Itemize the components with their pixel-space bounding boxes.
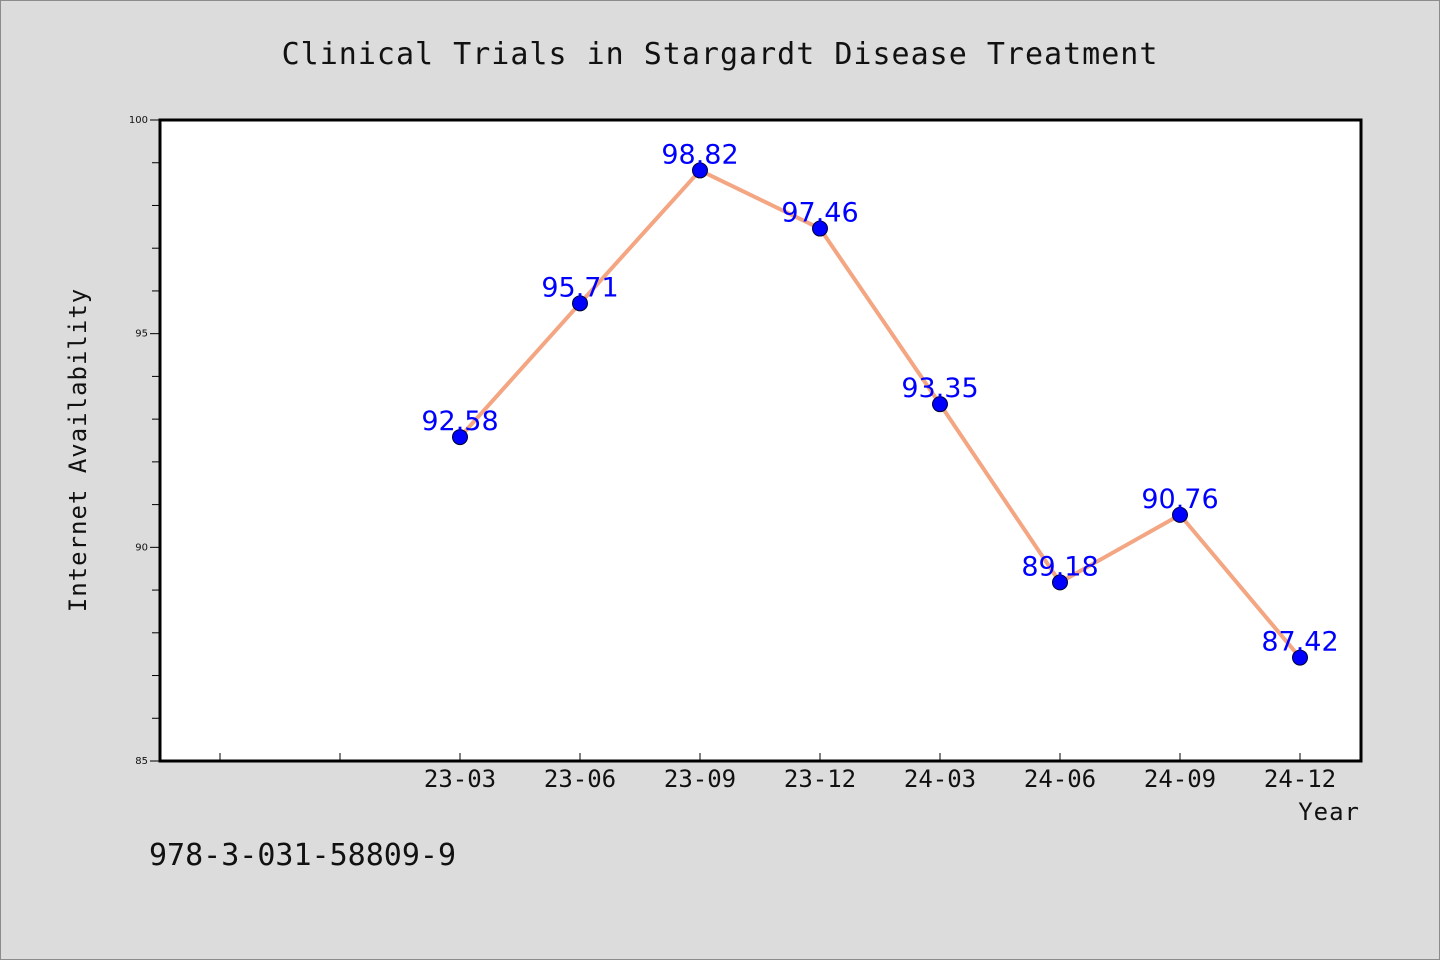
data-point (452, 429, 468, 446)
plot-area (158, 118, 1363, 763)
data-label: 97.46 (781, 198, 858, 229)
x-tick-label: 24-06 (1024, 765, 1096, 793)
data-label: 93.35 (901, 373, 978, 404)
data-label: 90.76 (1141, 484, 1218, 515)
data-label: 87.42 (1261, 627, 1338, 658)
series-layer: 92.58 95.71 98.82 97.46 93.35 89.18 90.76 87.42 (421, 139, 1339, 666)
x-tick-label: 23-06 (544, 765, 616, 793)
y-axis-label: Internet Availability (64, 288, 92, 612)
y-axis: 85 90 95 100 (129, 115, 160, 767)
x-tick-label: 23-03 (424, 765, 496, 793)
x-tick-label: 24-09 (1144, 765, 1216, 793)
x-tick-label: 23-09 (664, 765, 736, 793)
y-tick-label: 85 (135, 756, 148, 767)
data-label: 95.71 (541, 272, 618, 303)
y-tick-label: 95 (135, 329, 148, 340)
x-tick-label: 24-12 (1264, 765, 1336, 793)
x-tick-label: 23-12 (784, 765, 856, 793)
x-axis: 23-03 23-06 23-09 23-12 24-03 24-06 24-09 24-12 (219, 753, 1336, 793)
data-label: 92.58 (421, 406, 498, 437)
data-point (812, 220, 828, 237)
data-point (1292, 649, 1308, 666)
isbn-text: 978-3-031-58809-9 (149, 838, 456, 873)
data-point (572, 295, 588, 312)
data-point (692, 162, 708, 179)
data-point (1172, 506, 1188, 523)
data-label: 89.18 (1021, 551, 1098, 582)
data-point (932, 396, 948, 413)
y-tick-label: 90 (135, 542, 148, 553)
chart-title: Clinical Trials in Stargardt Disease Tre… (282, 37, 1159, 72)
x-axis-label: Year (1298, 798, 1360, 826)
data-label: 98.82 (661, 139, 738, 170)
y-tick-label: 100 (129, 115, 148, 126)
data-point (1052, 574, 1068, 591)
x-tick-label: 24-03 (904, 765, 976, 793)
series-line (458, 168, 1302, 659)
